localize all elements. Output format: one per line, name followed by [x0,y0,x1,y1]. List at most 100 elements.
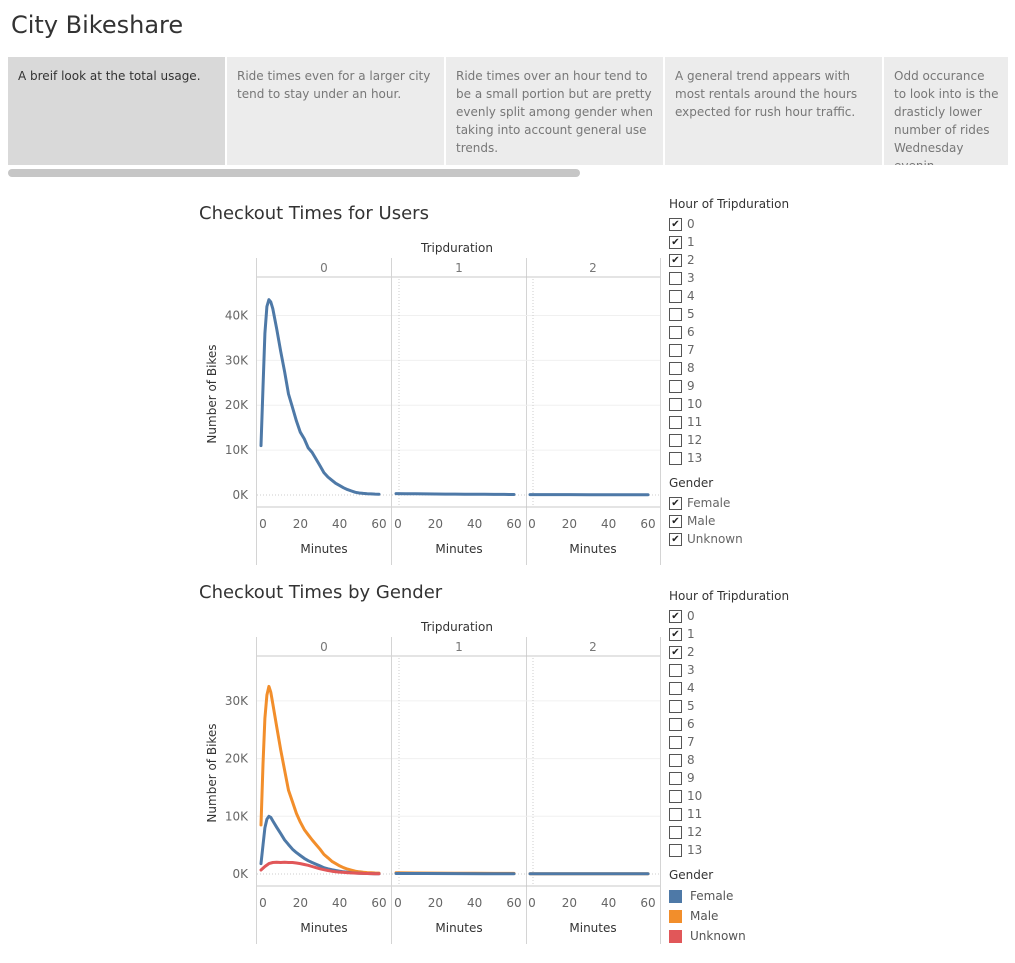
hour-option-4[interactable]: 4 [669,287,789,305]
story-point-5[interactable]: Odd occurance to look into is the drasti… [884,57,1008,165]
gender-legend: Gender Female Male Unknown [669,868,746,946]
checkbox[interactable] [669,735,682,749]
hour-option-label: 6 [687,717,695,731]
story-point-4[interactable]: A general trend appears with most rental… [665,57,882,165]
checkbox[interactable] [669,807,682,821]
checkbox[interactable] [669,532,682,546]
hour-option-2[interactable]: 2 [669,251,789,269]
hour-option-6[interactable]: 6 [669,715,789,733]
story-scrollbar[interactable] [8,169,580,177]
hour-option-1[interactable]: 1 [669,625,789,643]
hour-option-5[interactable]: 5 [669,697,789,715]
hour-option-12[interactable]: 12 [669,823,789,841]
hour-option-4[interactable]: 4 [669,679,789,697]
users-chart-x-tick-label: 40 [467,517,482,531]
hour-option-11[interactable]: 11 [669,805,789,823]
gender-option-unknown[interactable]: Unknown [669,530,743,548]
users-chart-series-line-users-panel-0[interactable] [259,298,381,496]
hour-option-label: 3 [687,663,695,677]
hour-option-11[interactable]: 11 [669,413,789,431]
checkbox[interactable] [669,379,682,393]
users-chart-series-line-users-panel-1[interactable] [394,492,516,496]
hour-option-7[interactable]: 7 [669,733,789,751]
hour-option-3[interactable]: 3 [669,269,789,287]
gender-chart-x-tick-label: 20 [428,896,443,910]
hour-option-label: 7 [687,343,695,357]
checkbox[interactable] [669,645,682,659]
gender-option-female[interactable]: Female [669,494,743,512]
checkbox[interactable] [669,825,682,839]
hour-option-10[interactable]: 10 [669,787,789,805]
hour-option-3[interactable]: 3 [669,661,789,679]
checkbox[interactable] [669,496,682,510]
checkbox[interactable] [669,514,682,528]
hour-option-label: 13 [687,843,703,857]
hour-option-6[interactable]: 6 [669,323,789,341]
checkbox[interactable] [669,415,682,429]
gender-chart-x-tick-label: 60 [371,896,386,910]
hour-option-13[interactable]: 13 [669,449,789,467]
hour-option-label: 10 [687,789,703,803]
users-chart-x-tick-label: 60 [371,517,386,531]
hour-option-5[interactable]: 5 [669,305,789,323]
story-point-3[interactable]: Ride times over an hour tend to be a sma… [446,57,663,165]
checkbox[interactable] [669,627,682,641]
checkbox[interactable] [669,609,682,623]
checkbox[interactable] [669,451,682,465]
checkbox[interactable] [669,699,682,713]
checkbox[interactable] [669,307,682,321]
checkbox[interactable] [669,789,682,803]
checkbox[interactable] [669,843,682,857]
hour-option-2[interactable]: 2 [669,643,789,661]
checkbox[interactable] [669,235,682,249]
story-point-1[interactable]: A breif look at the total usage. [8,57,225,165]
checkbox[interactable] [669,433,682,447]
gender-chart-x-tick-label: 0 [528,896,536,910]
gender-chart-x-axis-title: Minutes [435,921,482,935]
hour-option-1[interactable]: 1 [669,233,789,251]
hour-option-9[interactable]: 9 [669,377,789,395]
hour-option-8[interactable]: 8 [669,751,789,769]
checkbox[interactable] [669,325,682,339]
hour-filter-1: Hour of Tripduration 012345678910111213 [669,197,789,467]
hour-option-0[interactable]: 0 [669,607,789,625]
gender-chart-x-tick-label: 40 [467,896,482,910]
hour-option-12[interactable]: 12 [669,431,789,449]
gender-option-male[interactable]: Male [669,512,743,530]
users-chart-title: Checkout Times for Users [199,203,429,224]
hour-option-7[interactable]: 7 [669,341,789,359]
hour-option-13[interactable]: 13 [669,841,789,859]
legend-item-unknown[interactable]: Unknown [669,926,746,946]
hour-option-label: 5 [687,699,695,713]
checkbox[interactable] [669,663,682,677]
checkbox[interactable] [669,397,682,411]
checkbox[interactable] [669,771,682,785]
checkbox[interactable] [669,717,682,731]
gender-chart-series-line-unknown-panel-0[interactable] [259,860,381,876]
checkbox[interactable] [669,271,682,285]
gender-chart-series-line-female-panel-0[interactable] [259,814,381,876]
checkbox[interactable] [669,343,682,357]
checkbox[interactable] [669,289,682,303]
hour-option-label: 4 [687,681,695,695]
hour-option-10[interactable]: 10 [669,395,789,413]
legend-item-male[interactable]: Male [669,906,746,926]
gender-option-label: Male [687,514,716,528]
users-chart-column-header: Tripduration [420,241,493,255]
gender-chart-series-line-male-panel-0[interactable] [259,684,381,875]
hour-filter-2: Hour of Tripduration 012345678910111213 [669,589,789,859]
gender-chart-y-tick-label: 0K [232,867,249,881]
hour-option-9[interactable]: 9 [669,769,789,787]
checkbox[interactable] [669,361,682,375]
hour-option-label: 1 [687,235,695,249]
checkbox[interactable] [669,681,682,695]
hour-option-0[interactable]: 0 [669,215,789,233]
story-point-2[interactable]: Ride times even for a larger city tend t… [227,57,444,165]
checkbox[interactable] [669,753,682,767]
checkbox[interactable] [669,253,682,267]
legend-item-female[interactable]: Female [669,886,746,906]
hour-option-8[interactable]: 8 [669,359,789,377]
checkbox[interactable] [669,217,682,231]
hour-option-label: 13 [687,451,703,465]
